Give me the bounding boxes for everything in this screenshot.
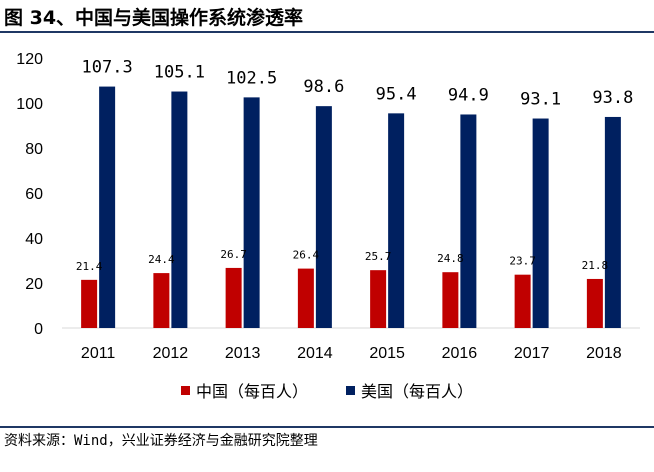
x-tick-label: 2014 <box>297 345 333 362</box>
x-tick-label: 2016 <box>442 345 478 362</box>
data-label-china: 26.7 <box>220 248 247 261</box>
x-axis: 2011 2012 2013 2014 2015 2016 2017 2018 <box>62 327 640 362</box>
x-tick-label: 2015 <box>369 345 405 362</box>
y-tick-label: 80 <box>25 141 43 158</box>
data-label-usa: 93.8 <box>592 88 633 108</box>
chart-title: 图 34、中国与美国操作系统渗透率 <box>4 7 304 29</box>
bar-china <box>225 267 242 328</box>
legend-label-usa: 美国（每百人） <box>361 382 474 401</box>
bar-usa <box>171 91 188 329</box>
legend-swatch-china <box>180 385 190 395</box>
legend: 中国（每百人） 美国（每百人） <box>0 378 654 402</box>
bar-usa <box>532 118 549 329</box>
data-label-china: 23.7 <box>509 255 536 268</box>
data-label-usa: 105.1 <box>154 63 205 83</box>
y-tick-label: 0 <box>34 321 43 338</box>
data-label-usa: 107.3 <box>82 58 133 78</box>
legend-label-china: 中国（每百人） <box>195 382 308 401</box>
data-labels: 21.4 107.3 24.4 105.1 26.7 102.5 26.4 98.6 25.7 9… <box>76 58 633 273</box>
data-label-china: 21.4 <box>76 260 103 273</box>
bar-usa <box>460 114 477 328</box>
data-label-usa: 102.5 <box>226 68 277 88</box>
legend-item-china: 中国（每百人） <box>180 378 308 402</box>
bar-usa <box>604 116 621 328</box>
x-tick-label: 2012 <box>153 345 189 362</box>
bar-usa <box>99 86 116 328</box>
data-label-usa: 98.6 <box>303 77 344 97</box>
source-note: 资料来源：Wind，兴业证券经济与金融研究院整理 <box>4 433 318 449</box>
y-tick-label: 40 <box>25 231 43 248</box>
legend-item-usa: 美国（每百人） <box>346 378 473 402</box>
data-label-china: 24.4 <box>148 253 175 266</box>
bar-china <box>81 279 98 328</box>
source-rule <box>0 426 654 428</box>
bars <box>81 86 621 329</box>
title-rule <box>0 31 654 33</box>
bar-china <box>586 278 603 328</box>
legend-swatch-usa <box>346 385 355 395</box>
bar-china <box>297 268 314 328</box>
y-tick-label: 60 <box>25 186 43 203</box>
bar-china <box>442 272 459 328</box>
y-tick-label: 20 <box>25 276 43 293</box>
bar-usa <box>315 106 332 329</box>
data-label-usa: 93.1 <box>520 90 561 110</box>
y-axis: 0 20 40 60 80 100 120 <box>16 51 43 338</box>
bar-usa <box>388 113 405 328</box>
x-tick-label: 2013 <box>225 345 261 362</box>
data-label-usa: 94.9 <box>448 85 489 105</box>
data-label-china: 26.4 <box>293 249 320 262</box>
bar-china <box>514 274 531 328</box>
bar-china <box>370 270 387 328</box>
data-label-china: 25.7 <box>365 250 392 263</box>
data-label-china: 24.8 <box>437 252 464 265</box>
x-tick-label: 2017 <box>514 345 550 362</box>
x-tick-label: 2011 <box>81 345 116 362</box>
bar-china <box>153 273 170 328</box>
data-label-usa: 95.4 <box>376 84 417 104</box>
x-tick-label: 2018 <box>586 345 622 362</box>
y-tick-label: 100 <box>16 96 43 113</box>
y-tick-label: 120 <box>16 51 43 68</box>
data-label-china: 21.8 <box>582 259 609 272</box>
bar-chart: 0 20 40 60 80 100 120 2011 2012 2013 2014 2015 2016… <box>16 51 640 362</box>
bar-usa <box>243 97 260 328</box>
